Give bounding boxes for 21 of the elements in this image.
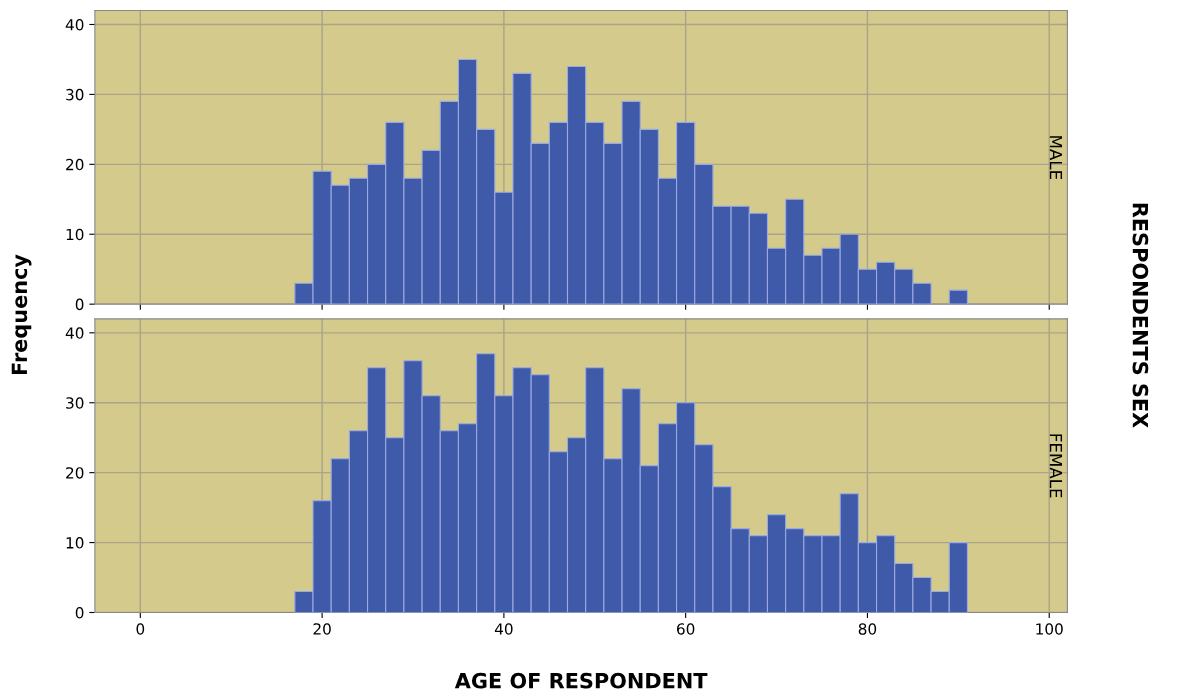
- x-tick-label: 40: [494, 623, 513, 635]
- y-axis-title: Frequency: [11, 254, 32, 375]
- y-tick-label: 20: [66, 467, 84, 479]
- y-tick-label: 30: [66, 397, 84, 409]
- y-tick-label: 40: [65, 327, 84, 339]
- x-tick-label: 60: [677, 623, 695, 635]
- y-tick-label: 0: [75, 298, 84, 311]
- x-tick-label: 100: [1036, 623, 1063, 635]
- text: RESPONDENTS SEX: [1132, 203, 1149, 428]
- x-tick-label: 0: [136, 623, 145, 635]
- y-tick-label: 0: [75, 606, 84, 619]
- y-tick-label: 10: [66, 228, 84, 241]
- y-tick-label: 30: [66, 88, 84, 101]
- x-axis-title: AGE OF RESPONDENT: [454, 672, 708, 689]
- text: FEMALE: [1049, 434, 1063, 498]
- x-tick-label: 80: [858, 623, 877, 635]
- y-tick-label: 20: [66, 158, 84, 171]
- y-tick-label: 10: [66, 537, 84, 549]
- y-tick-label: 40: [65, 18, 84, 31]
- x-tick-label: 20: [313, 623, 331, 635]
- text: MALE: [1049, 136, 1063, 180]
